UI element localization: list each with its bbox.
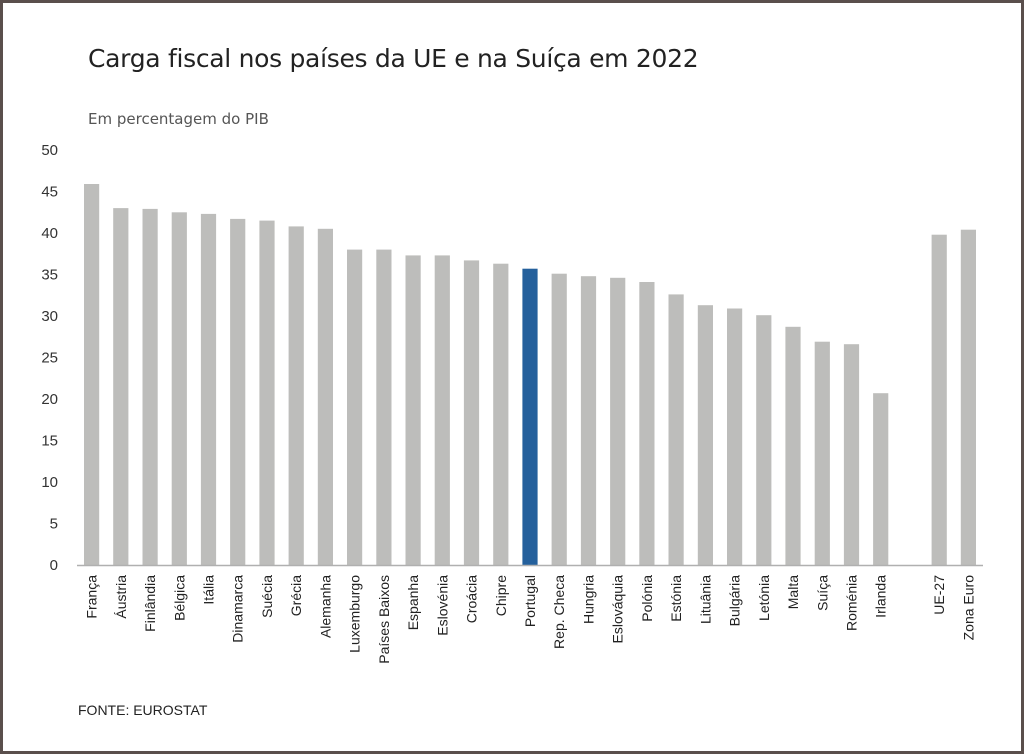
x-tick-label: Luxemburgo <box>347 575 363 653</box>
bar-irlanda <box>873 393 889 565</box>
x-tick-label: Suíça <box>814 575 830 611</box>
x-tick-label: Grécia <box>288 575 304 616</box>
x-tick-label: Zona Euro <box>960 575 976 641</box>
x-tick-label: Bulgária <box>727 575 743 627</box>
bar-croácia <box>463 260 480 565</box>
x-tick-label: Rep. Checa <box>551 575 567 649</box>
x-tick-label: Polónia <box>639 575 655 622</box>
bar-países-baixos <box>376 249 392 565</box>
bar-ue-27 <box>931 234 947 565</box>
bar-bulgária <box>727 308 743 565</box>
x-tick-label: Estónia <box>668 575 684 622</box>
bar-grécia <box>288 226 304 565</box>
bars <box>84 184 976 566</box>
chart-source: FONTE: EUROSTAT <box>78 702 208 718</box>
x-tick-label: Bélgica <box>171 575 187 621</box>
x-tick-label: Áustria <box>113 575 129 619</box>
x-tick-label: Eslováquia <box>610 575 626 644</box>
x-tick-label: Dinamarca <box>230 575 246 643</box>
bar-estónia <box>668 294 684 565</box>
y-axis: 0 5 10 15 20 25 30 35 40 45 50 <box>41 142 58 574</box>
chart-title: Carga fiscal nos países da UE e na Suíça… <box>88 44 699 73</box>
x-tick-label: Finlândia <box>142 575 158 632</box>
bar-rep-checa <box>551 273 567 565</box>
bar-portugal <box>522 268 538 565</box>
y-tick-label: 35 <box>41 267 58 284</box>
bar-dinamarca <box>230 218 246 565</box>
chart-subtitle: Em percentagem do PIB <box>88 110 269 128</box>
bar-suíça <box>814 341 830 565</box>
x-tick-label: Itália <box>201 575 217 605</box>
bar-finlândia <box>142 208 158 565</box>
bar-roménia <box>843 344 860 565</box>
bar-lituânia <box>697 305 713 565</box>
y-tick-label: 5 <box>50 516 58 533</box>
bar-luxemburgo <box>347 249 363 565</box>
x-axis-labels: França Áustria Finlândia Bélgica Itália Dinam… <box>84 575 977 664</box>
bar-polónia <box>639 282 655 565</box>
x-tick-label: Hungria <box>581 575 597 624</box>
y-tick-label: 15 <box>41 433 58 450</box>
bar-zona-euro <box>960 229 976 565</box>
bar-letónia <box>756 315 772 565</box>
x-tick-label: França <box>84 575 100 619</box>
bar-itália <box>200 213 217 565</box>
bar-eslováquia <box>610 277 626 565</box>
x-tick-label: Roménia <box>844 575 860 631</box>
y-tick-label: 40 <box>41 225 58 242</box>
y-tick-label: 0 <box>50 557 58 574</box>
bar-eslovénia <box>434 255 450 565</box>
bar-frança <box>84 184 100 565</box>
x-tick-label: Eslovénia <box>434 575 450 636</box>
x-tick-label: Letónia <box>756 575 772 621</box>
x-tick-label: Chipre <box>493 575 509 616</box>
bar-malta <box>785 326 801 565</box>
x-tick-label: Países Baixos <box>376 575 392 664</box>
bar-áustria <box>113 208 129 565</box>
y-tick-label: 20 <box>41 391 58 408</box>
bar-suécia <box>259 220 275 565</box>
x-tick-label: Suécia <box>259 575 275 618</box>
y-tick-label: 30 <box>41 308 58 325</box>
bar-chipre <box>493 263 509 565</box>
x-tick-label: Portugal <box>522 575 538 627</box>
x-tick-label: Irlanda <box>873 575 889 618</box>
bar-bélgica <box>171 212 187 566</box>
bar-espanha <box>405 255 421 565</box>
x-tick-label: Alemanha <box>317 575 333 638</box>
y-tick-label: 50 <box>41 142 58 159</box>
y-tick-label: 45 <box>41 184 58 201</box>
y-tick-label: 25 <box>41 350 58 367</box>
bar-alemanha <box>317 228 333 566</box>
bar-hungria <box>580 276 597 565</box>
x-tick-label: Croácia <box>464 575 480 623</box>
x-tick-label: UE-27 <box>931 575 947 615</box>
x-tick-label: Lituânia <box>697 575 713 624</box>
y-tick-label: 10 <box>41 474 58 491</box>
x-tick-label: Malta <box>785 575 801 609</box>
x-tick-label: Espanha <box>405 575 421 630</box>
